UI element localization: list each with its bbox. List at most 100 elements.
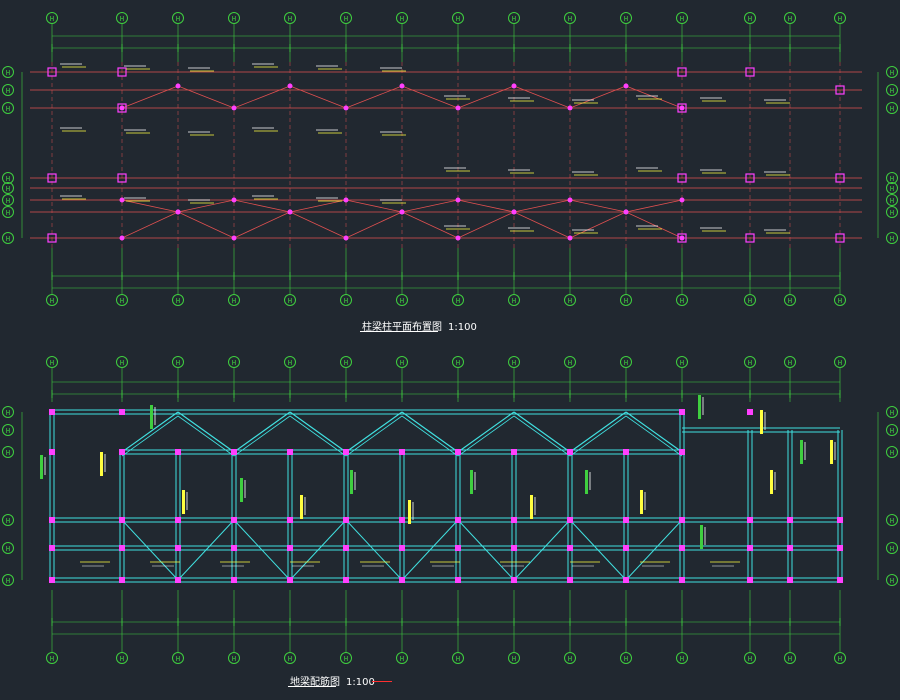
bottom-rebar-annotation-6 (350, 470, 353, 494)
bottom-left-axis-marker-1 (2, 424, 14, 436)
top-column-6 (677, 103, 687, 113)
bottom-rebar-annotation-17 (770, 470, 773, 494)
bottom-axis-marker-1 (116, 356, 128, 368)
top-right-axis-marker-6 (886, 206, 898, 218)
bottom-rebar-annotation-3 (182, 490, 185, 514)
bottom-bottom-axis-marker-3 (228, 652, 240, 664)
top-axis-marker-3 (228, 12, 240, 24)
top-bottom-axis-marker-13-label: H (788, 297, 792, 305)
bottom-axis-marker-0 (46, 356, 58, 368)
bottom-axis-marker-11-label: H (680, 359, 684, 367)
bottom-axis-marker-12 (744, 356, 756, 368)
top-bottom-axis-marker-8-label: H (512, 297, 516, 305)
bottom-column-8-2 (511, 517, 517, 523)
bottom-bottom-axis-marker-3-label: H (232, 655, 236, 663)
top-right-axis-marker-4 (886, 182, 898, 194)
top-node-upper-4 (343, 105, 349, 111)
top-bottom-axis-marker-1-label: H (120, 297, 124, 305)
top-axis-marker-2 (172, 12, 184, 24)
top-axis-marker-1 (116, 12, 128, 24)
top-node-upper-9 (623, 83, 629, 89)
top-node-upper-3 (287, 83, 293, 89)
bottom-plan-scale: 1:100 (346, 677, 375, 688)
bottom-bottom-axis-marker-1 (116, 652, 128, 664)
bottom-bottom-axis-marker-8-label: H (512, 655, 516, 663)
bottom-rebar-annotation-4 (240, 478, 243, 502)
top-plan-title-text: 柱梁柱平面布置图 (362, 322, 442, 333)
top-axis-marker-11 (676, 12, 688, 24)
bottom-bottom-axis-marker-1-label: H (120, 655, 124, 663)
bottom-rebar-annotation-14 (800, 440, 803, 464)
top-left-axis-marker-4-label: H (6, 185, 10, 193)
bottom-axis-marker-11 (676, 356, 688, 368)
top-node-lower-0 (119, 235, 125, 241)
top-column-1 (117, 67, 127, 77)
bottom-rebar-annotation-16 (700, 525, 703, 549)
top-node-upper-1 (175, 83, 181, 89)
top-node-lower-5 (399, 209, 405, 215)
top-node-lower-6 (455, 235, 461, 241)
bottom-axis-marker-7-label: H (456, 359, 460, 367)
bottom-left-axis-marker-3-label: H (6, 517, 10, 525)
top-axis-marker-9-label: H (568, 15, 572, 23)
bottom-right-axis-marker-0 (886, 406, 898, 418)
bottom-axis-marker-13-label: H (788, 359, 792, 367)
bottom-left-axis-marker-5 (2, 574, 14, 586)
top-brace-lower-3 (289, 211, 347, 239)
top-bottom-axis-marker-8 (508, 294, 520, 306)
top-node-mid-2 (231, 197, 237, 203)
bottom-right-axis-marker-5-label: H (890, 577, 894, 585)
top-brace-upper-3 (289, 85, 347, 109)
bottom-truss-right-inner-1 (289, 415, 347, 457)
bottom-rebar-annotation-7 (408, 500, 411, 524)
bottom-column-11-3 (679, 545, 685, 551)
bottom-column-10-3 (623, 545, 629, 551)
top-axis-marker-4 (284, 12, 296, 24)
top-column-11 (835, 173, 845, 183)
bottom-column-1-2 (119, 517, 125, 523)
top-left-axis-marker-7 (2, 232, 14, 244)
top-left-axis-marker-6 (2, 206, 14, 218)
bottom-right-axis-marker-1 (886, 424, 898, 436)
bottom-brace-1 (177, 519, 235, 581)
top-node-mid-4 (343, 197, 349, 203)
bottom-axis-marker-5-label: H (344, 359, 348, 367)
top-column-15 (835, 233, 845, 243)
bottom-column-4-4 (287, 577, 293, 583)
bottom-axis-marker-10 (620, 356, 632, 368)
bottom-rebar-annotation-0 (40, 455, 43, 479)
bottom-left-axis-marker-1-label: H (6, 427, 10, 435)
top-brace-upper-2 (233, 85, 291, 109)
bottom-column-1-0 (119, 409, 125, 415)
bottom-bottom-axis-marker-2-label: H (176, 655, 180, 663)
top-axis-marker-7 (452, 12, 464, 24)
top-node-upper-7 (511, 83, 517, 89)
bottom-right-axis-marker-4 (886, 542, 898, 554)
top-left-axis-marker-6-label: H (6, 209, 10, 217)
top-axis-marker-12-label: H (748, 15, 752, 23)
bottom-column-2-1 (175, 449, 181, 455)
top-axis-marker-4-label: H (288, 15, 292, 23)
top-right-axis-marker-5-label: H (890, 197, 894, 205)
top-left-axis-marker-2-label: H (6, 105, 10, 113)
top-brace-mid-8 (569, 199, 627, 213)
top-brace-lower-6 (457, 211, 515, 239)
bottom-column-2-2 (175, 517, 181, 523)
bottom-plan-red-mark (372, 681, 392, 682)
top-axis-marker-9 (564, 12, 576, 24)
top-brace-upper-4 (345, 85, 403, 109)
bottom-column-11-1 (679, 449, 685, 455)
bottom-bottom-axis-marker-11-label: H (680, 655, 684, 663)
bottom-axis-marker-3-label: H (232, 359, 236, 367)
top-left-axis-marker-0 (2, 66, 14, 78)
bottom-column-14-4 (837, 577, 843, 583)
top-brace-mid-2 (233, 199, 291, 213)
bottom-column-2-4 (175, 577, 181, 583)
bottom-column-0-0 (49, 409, 55, 415)
bottom-column-13-2 (787, 517, 793, 523)
bottom-truss-right-1 (289, 411, 347, 453)
top-axis-marker-2-label: H (176, 15, 180, 23)
top-bottom-axis-marker-4-label: H (288, 297, 292, 305)
top-axis-marker-11-label: H (680, 15, 684, 23)
bottom-bottom-axis-marker-4-label: H (288, 655, 292, 663)
